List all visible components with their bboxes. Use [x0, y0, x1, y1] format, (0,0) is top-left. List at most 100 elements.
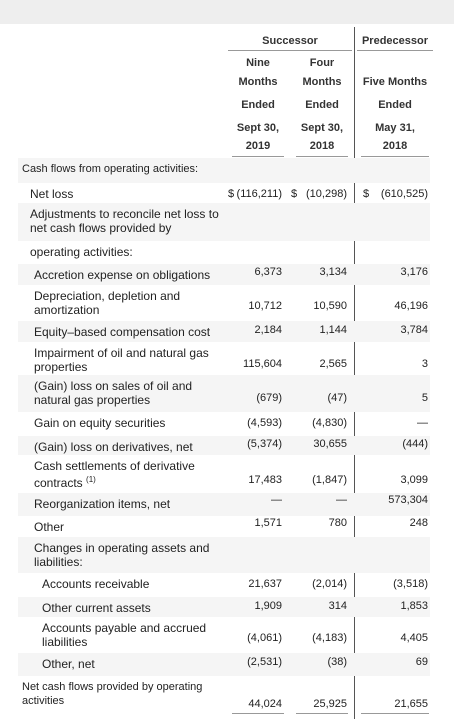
- cell-value: (4,061): [247, 632, 282, 644]
- cell-value: 17,483: [248, 474, 282, 486]
- column-header: Sept 30,: [300, 122, 344, 134]
- cell-value: (10,298): [306, 188, 347, 200]
- column-header: Nine: [246, 57, 270, 69]
- cell-value: (38): [327, 656, 347, 668]
- cell-value: 314: [328, 600, 347, 612]
- cell-value: 6,373: [254, 266, 282, 278]
- header-rule: [361, 156, 429, 157]
- column-header: Ended: [241, 99, 275, 111]
- cell-value: (116,211): [236, 188, 282, 200]
- row-band: [18, 264, 430, 285]
- column-divider: [354, 27, 355, 719]
- row-label: Accretion expense on obligations: [34, 268, 210, 282]
- cell-value: 46,196: [394, 300, 428, 312]
- row-label: Other: [34, 520, 64, 534]
- label-line: Impairment of oil and natural gas: [34, 346, 209, 360]
- cell-value: (4,593): [247, 417, 282, 429]
- label-line: Net cash flows provided by operating: [22, 681, 203, 693]
- row-label: Cash settlements of derivative contracts …: [34, 459, 195, 490]
- label-line: liabilities: [42, 635, 88, 649]
- row-label: (Gain) loss on sales of oil and natural g…: [34, 379, 192, 407]
- cell-value: 69: [415, 656, 428, 668]
- currency: $: [291, 188, 298, 200]
- cell-value: 44,024: [248, 698, 282, 710]
- cell-value: (3,518): [393, 578, 428, 590]
- header-rule: [296, 156, 348, 157]
- cell-value: 5: [421, 392, 428, 404]
- label-line: Equity–based compensation cost: [34, 325, 211, 339]
- row-label: Gain on equity securities: [34, 416, 165, 430]
- row-band: [18, 203, 430, 241]
- label-line: contracts (1): [34, 475, 96, 490]
- row-label: Impairment of oil and natural gas propert…: [34, 346, 209, 374]
- column-header: Ended: [305, 99, 339, 111]
- label-line: Changes in operating assets and: [34, 541, 210, 555]
- cell-value: 25,925: [313, 698, 347, 710]
- label-line: activities: [22, 695, 65, 707]
- cell-value: 780: [328, 517, 347, 529]
- cell-value: —: [417, 417, 428, 429]
- cell-value: 573,304: [388, 494, 428, 506]
- label-line: Other, net: [42, 657, 95, 671]
- label-line: Reorganization items, net: [34, 497, 171, 511]
- cell-value: —: [271, 494, 282, 506]
- row-label: Accounts receivable: [42, 577, 149, 591]
- row-label: Net cash flows provided by operating acti…: [22, 680, 202, 708]
- cell-value: (2,014): [312, 578, 347, 590]
- cell-value: —: [336, 494, 347, 506]
- cell-value: (679): [256, 392, 282, 404]
- cell-value: 1,909: [254, 600, 282, 612]
- label-line: Other current assets: [42, 601, 151, 615]
- column-header: Sept 30,: [236, 122, 280, 134]
- label-line: Accounts payable and accrued: [42, 621, 207, 635]
- row-label: Changes in operating assets and liabiliti…: [34, 541, 209, 569]
- cell-value: 3,176: [400, 266, 428, 278]
- column-header: 2018: [382, 140, 408, 152]
- row-band: [18, 537, 430, 573]
- label-line: Cash settlements of derivative: [34, 459, 195, 473]
- row-band: [18, 375, 430, 412]
- row-label: Depreciation, depletion and amortization: [34, 289, 180, 317]
- label-line: Gain on equity securities: [34, 416, 166, 430]
- cell-value: 21,637: [248, 578, 282, 590]
- predecessor-header: Predecessor: [361, 35, 429, 47]
- row-label: Cash flows from operating activities:: [22, 162, 198, 176]
- cell-value: 3,134: [319, 266, 347, 278]
- cell-value: (5,374): [247, 438, 282, 450]
- label-line: (Gain) loss on sales of oil and: [34, 379, 193, 393]
- column-header: Ended: [378, 99, 412, 111]
- row-label: operating activities:: [30, 245, 133, 259]
- total-rule: [232, 713, 284, 714]
- column-header: 2019: [245, 140, 271, 152]
- total-rule: [361, 713, 429, 714]
- label-line: natural gas properties: [34, 393, 151, 407]
- label-line: operating activities:: [30, 245, 133, 259]
- cell-value: 30,655: [313, 438, 347, 450]
- cell-value: 10,590: [313, 300, 347, 312]
- column-header: Months: [238, 76, 278, 88]
- label-line: Cash flows from operating activities:: [22, 163, 199, 175]
- row-band: [18, 493, 430, 516]
- label-line: net cash flows provided by: [30, 221, 172, 235]
- cell-value: (4,183): [312, 632, 347, 644]
- cell-value: 2,565: [319, 358, 347, 370]
- currency: $: [363, 188, 370, 200]
- row-band: [18, 436, 430, 455]
- cell-value: 10,712: [248, 300, 282, 312]
- label-line: Net loss: [30, 187, 74, 201]
- cell-value: 248: [409, 517, 428, 529]
- cell-value: 3: [421, 358, 428, 370]
- cell-value: 1,144: [319, 324, 347, 336]
- column-header: Four: [309, 57, 335, 69]
- row-label: Other, net: [42, 657, 95, 671]
- label-line: Other: [34, 520, 65, 534]
- cell-value: (4,830): [312, 417, 347, 429]
- cell-value: 1,571: [254, 517, 282, 529]
- header-rule: [232, 156, 284, 157]
- cell-value: 4,405: [400, 632, 428, 644]
- label-line: Accretion expense on obligations: [34, 268, 211, 282]
- column-header: 2018: [309, 140, 335, 152]
- currency: $: [228, 188, 235, 200]
- cell-value: (444): [402, 438, 428, 450]
- row-label: Reorganization items, net: [34, 497, 170, 511]
